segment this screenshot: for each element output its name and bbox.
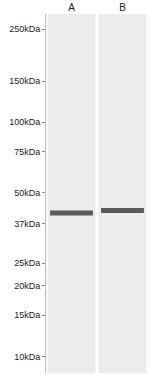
svg-text:B: B [119,2,126,13]
svg-text:10kDa: 10kDa [14,352,40,362]
svg-text:100kDa: 100kDa [9,117,40,127]
svg-text:A: A [68,2,75,13]
svg-text:250kDa: 250kDa [9,24,40,34]
svg-text:50kDa: 50kDa [14,188,40,198]
svg-text:20kDa: 20kDa [14,281,40,291]
svg-text:25kDa: 25kDa [14,258,40,268]
svg-text:75kDa: 75kDa [14,147,40,157]
svg-text:37kDa: 37kDa [14,219,40,229]
svg-text:150kDa: 150kDa [9,76,40,86]
svg-text:15kDa: 15kDa [14,310,40,320]
